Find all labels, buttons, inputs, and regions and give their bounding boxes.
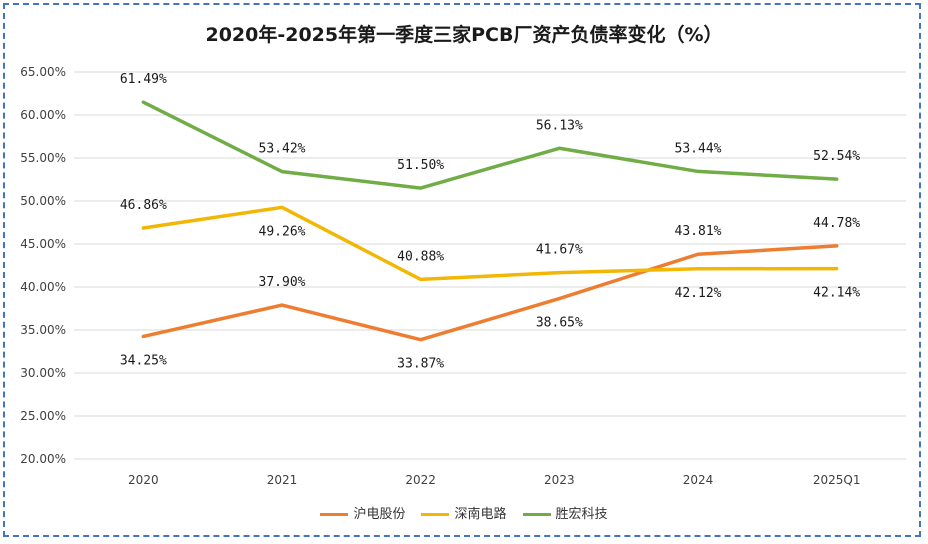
y-tick-label: 25.00% [20, 409, 66, 423]
y-tick-label: 65.00% [20, 65, 66, 79]
y-tick-label: 60.00% [20, 108, 66, 122]
x-tick-label: 2020 [128, 473, 159, 487]
data-label: 40.88% [397, 249, 444, 264]
legend-item: 沪电股份 [320, 503, 405, 522]
y-tick-label: 35.00% [20, 323, 66, 337]
data-label: 38.65% [536, 316, 583, 331]
data-label: 46.86% [120, 198, 167, 213]
x-tick-label: 2023 [544, 473, 575, 487]
chart-legend: 沪电股份 深南电路 胜宏科技 [0, 503, 928, 522]
y-tick-label: 45.00% [20, 237, 66, 251]
x-tick-label: 2025Q1 [813, 473, 861, 487]
data-label: 53.42% [259, 142, 306, 157]
series-line-2 [141, 205, 839, 282]
data-label: 44.78% [813, 216, 860, 231]
series-line-1 [141, 244, 839, 342]
data-label: 51.50% [397, 158, 444, 173]
x-tick-label: 2021 [267, 473, 298, 487]
x-tick-label: 2024 [683, 473, 714, 487]
data-label: 37.90% [259, 275, 306, 290]
data-label: 52.54% [813, 149, 860, 164]
x-tick-label: 2022 [405, 473, 436, 487]
data-label: 61.49% [120, 72, 167, 87]
legend-swatch [522, 513, 551, 516]
chart-title: 2020年-2025年第一季度三家PCB厂资产负债率变化（%） [205, 24, 723, 46]
legend-label: 胜宏科技 [555, 507, 608, 522]
data-label: 34.25% [120, 353, 167, 368]
y-tick-label: 30.00% [20, 366, 66, 380]
chart-frame [3, 3, 921, 537]
legend-swatch [320, 513, 349, 516]
y-tick-label: 50.00% [20, 194, 66, 208]
y-tick-label: 20.00% [20, 452, 66, 466]
y-tick-label: 40.00% [20, 280, 66, 294]
legend-item: 深南电路 [421, 503, 507, 522]
data-label: 49.26% [259, 224, 306, 239]
data-label: 43.81% [675, 224, 722, 239]
legend-swatch [421, 513, 450, 516]
data-label: 42.14% [813, 286, 860, 301]
data-label: 33.87% [397, 357, 444, 372]
legend-label: 深南电路 [454, 507, 507, 522]
legend-item: 胜宏科技 [522, 503, 608, 522]
y-tick-label: 55.00% [20, 151, 66, 165]
legend-label: 沪电股份 [353, 507, 406, 522]
data-label: 41.67% [536, 243, 583, 258]
data-label: 56.13% [536, 118, 583, 133]
data-label: 42.12% [675, 286, 722, 301]
data-label: 53.44% [675, 141, 722, 156]
series-line-3 [141, 100, 839, 190]
